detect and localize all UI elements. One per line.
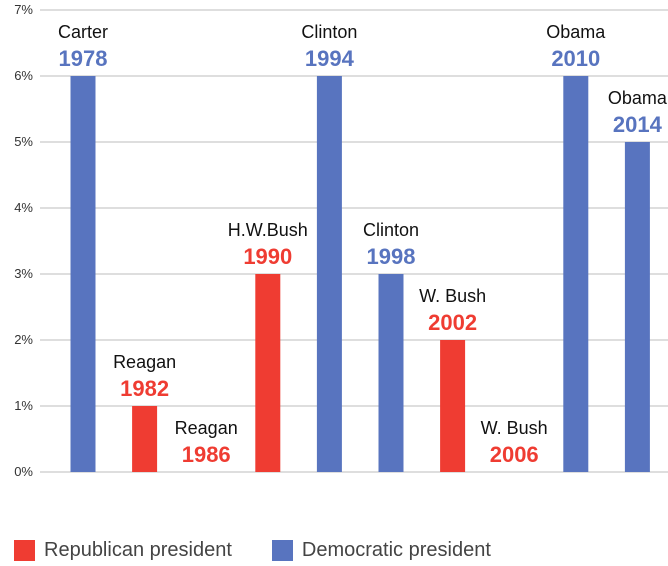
bar-1994 bbox=[316, 76, 342, 472]
president-label: W. Bush bbox=[481, 418, 548, 438]
president-label: Clinton bbox=[301, 22, 357, 42]
bar-2002 bbox=[440, 340, 466, 472]
bar-labels: Carter 1978 Reagan 1982 Reagan 1986 H.W.Bush 19… bbox=[58, 22, 668, 467]
president-label: Obama bbox=[608, 88, 668, 108]
bar-2010 bbox=[563, 76, 589, 472]
y-tick-label: 7% bbox=[14, 2, 33, 17]
republican-legend-label: Republican president bbox=[44, 538, 232, 561]
bar-1990 bbox=[255, 274, 281, 472]
y-tick-label: 4% bbox=[14, 200, 33, 215]
democratic-swatch bbox=[271, 539, 293, 561]
bar-1998 bbox=[378, 274, 404, 472]
president-label: Reagan bbox=[175, 418, 238, 438]
bar-2014 bbox=[624, 142, 650, 472]
year-label: 2006 bbox=[490, 442, 539, 467]
y-tick-label: 5% bbox=[14, 134, 33, 149]
year-label: 2014 bbox=[613, 112, 663, 137]
year-label: 1998 bbox=[367, 244, 416, 269]
year-label: 1986 bbox=[182, 442, 231, 467]
republican-swatch bbox=[14, 539, 35, 561]
bar-1982 bbox=[132, 406, 158, 472]
y-tick-label: 0% bbox=[14, 464, 33, 479]
president-label: Carter bbox=[58, 22, 108, 42]
president-label: Clinton bbox=[363, 220, 419, 240]
year-label: 1994 bbox=[305, 46, 355, 71]
year-label: 2010 bbox=[551, 46, 600, 71]
bars bbox=[70, 76, 650, 472]
y-tick-label: 2% bbox=[14, 332, 33, 347]
year-label: 1978 bbox=[59, 46, 108, 71]
legend: Republican president Democratic presiden… bbox=[14, 536, 531, 564]
president-label: W. Bush bbox=[419, 286, 486, 306]
president-label: Obama bbox=[546, 22, 606, 42]
year-label: 2002 bbox=[428, 310, 477, 335]
president-label: Reagan bbox=[113, 352, 176, 372]
y-tick-label: 3% bbox=[14, 266, 33, 281]
bar-chart: 0% 1% 2% 3% 4% 5% 6% 7% Carter 1978 Reagan 1982 Rea… bbox=[14, 2, 668, 479]
legend-item-democratic: Democratic president bbox=[271, 538, 491, 562]
bar-1978 bbox=[70, 76, 96, 472]
democratic-legend-label: Democratic president bbox=[301, 538, 491, 561]
legend-item-republican: Republican president bbox=[14, 539, 232, 562]
president-label: H.W.Bush bbox=[228, 220, 308, 240]
y-axis: 0% 1% 2% 3% 4% 5% 6% 7% bbox=[14, 2, 33, 479]
y-tick-label: 6% bbox=[14, 68, 33, 83]
year-label: 1982 bbox=[120, 376, 169, 401]
year-label: 1990 bbox=[243, 244, 292, 269]
y-tick-label: 1% bbox=[14, 398, 33, 413]
